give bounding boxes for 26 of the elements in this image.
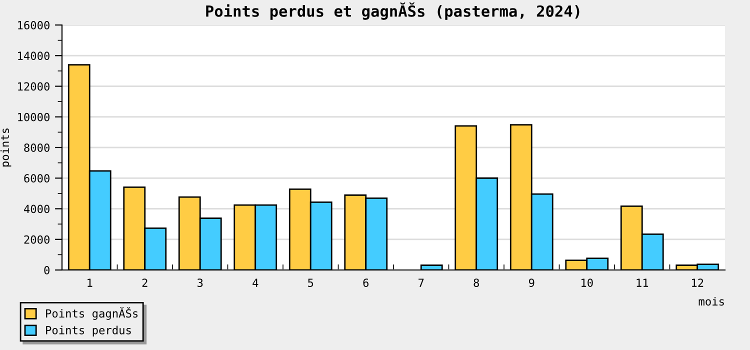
y-tick-label: 0	[44, 266, 50, 274]
y-tick-label: 14000	[18, 52, 50, 60]
x-tick-label: 4	[252, 278, 258, 287]
x-tick-label: 6	[363, 278, 368, 287]
y-axis-title: points	[0, 128, 12, 167]
chart-title: Points perdus et gagnĂŠs (pasterma, 2024)	[206, 2, 580, 20]
x-tick-label: 7	[418, 278, 424, 287]
x-tick-label: 12	[692, 278, 704, 287]
y-tick-label: 8000	[24, 144, 50, 152]
x-tick-label: 9	[528, 278, 534, 287]
x-tick-label: 1	[88, 278, 92, 287]
y-tick-label: 2000	[24, 235, 50, 244]
y-tick-label: 12000	[18, 82, 50, 91]
y-tick-label: 6000	[24, 174, 50, 183]
y-tick-label: 4000	[24, 204, 50, 214]
x-tick-label: 2	[142, 278, 148, 287]
x-tick-label: 8	[474, 278, 480, 287]
x-tick-label: 5	[308, 278, 314, 287]
x-tick-label: 3	[198, 278, 203, 287]
x-axis-title: mois	[698, 297, 724, 306]
x-tick-label: 10	[582, 278, 593, 287]
y-tick-label: 10000	[18, 112, 50, 122]
legend-label: Points perdus	[46, 326, 131, 336]
y-tick-label: 16000	[18, 21, 50, 30]
x-tick-label: 11	[636, 278, 648, 287]
legend-label: Points gagnĂŠs	[46, 307, 138, 320]
